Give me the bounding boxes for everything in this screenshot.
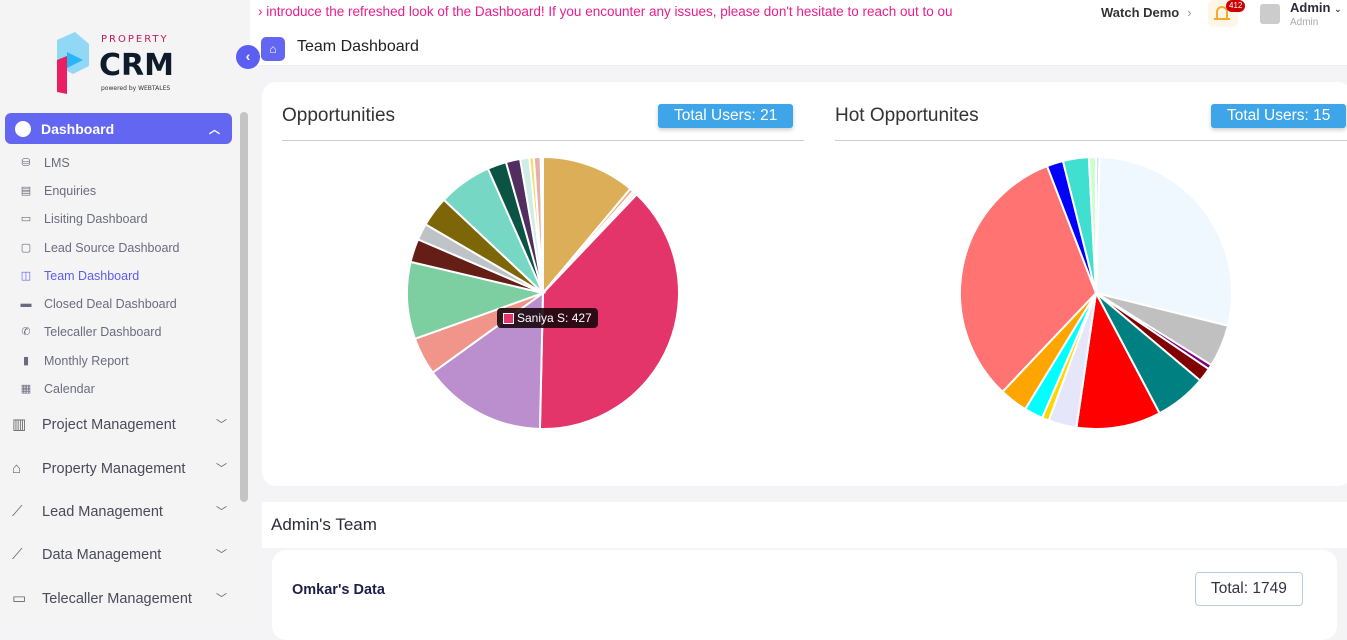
sidebar-item-listing-dashboard[interactable]: ▭ Lisiting Dashboard — [20, 212, 148, 226]
team-member-name: Omkar's Data — [292, 582, 385, 598]
announcement-marquee: › introduce the refreshed look of the Da… — [258, 4, 953, 19]
sidebar-item-lms[interactable]: ⛁ LMS — [21, 156, 70, 170]
hot-opportunities-title: Hot Opportunites — [835, 105, 979, 126]
hot-opportunities-total-users: Total Users: 15 — [1211, 104, 1347, 128]
opportunities-pie-chart[interactable] — [405, 155, 681, 431]
sidebar-group-project-management[interactable]: ▥ Project Management ﹀ — [12, 416, 227, 433]
pie-slice[interactable] — [1087, 155, 1097, 294]
database-icon: ⛁ — [21, 157, 31, 169]
sidebar-item-lead-source-dashboard[interactable]: ▢ Lead Source Dashboard — [20, 241, 180, 255]
pie-icon — [15, 120, 31, 137]
sidebar-group-property-management[interactable]: ⌂ Property Management ﹀ — [12, 460, 227, 477]
pie-slice[interactable] — [1094, 156, 1233, 327]
chevron-down-icon: ﹀ — [216, 506, 227, 518]
phone-icon: ✆ — [21, 326, 31, 338]
monitor-icon: ▭ — [20, 213, 32, 225]
sidebar-item-team-dashboard[interactable]: ◫ Team Dashboard — [20, 269, 140, 283]
sidebar-scrollbar[interactable] — [240, 112, 248, 502]
chevron-down-icon: ﹀ — [216, 419, 227, 431]
pie-slice[interactable] — [406, 260, 547, 341]
chevron-down-icon: ⌄ — [1334, 4, 1342, 14]
chevron-down-icon: ﹀ — [216, 593, 227, 605]
chart-tooltip: Saniya S: 427 — [497, 308, 598, 328]
sidebar-group-telecaller-management[interactable]: ▭ Telecaller Management ﹀ — [12, 590, 227, 607]
hot-opportunities-pie-chart[interactable] — [958, 155, 1234, 431]
chat-icon: ▭ — [12, 590, 27, 607]
user-menu[interactable]: Admin ⌄ — [1290, 0, 1342, 15]
cast-icon: ◫ — [20, 270, 32, 282]
pie-slice[interactable] — [538, 193, 680, 430]
page-header: ⌂ Team Dashboard — [250, 30, 1347, 66]
chevron-right-icon: › — [1187, 5, 1192, 20]
sidebar-item-calendar[interactable]: ▦ Calendar — [20, 382, 95, 396]
avatar[interactable] — [1260, 4, 1280, 24]
legend-swatch — [503, 312, 514, 324]
sidebar-item-monthly-report[interactable]: ▮ Monthly Report — [20, 353, 129, 369]
user-role: Admin — [1290, 17, 1319, 28]
pie-slice[interactable] — [539, 155, 544, 294]
chevron-up-icon: ︿ — [209, 123, 220, 136]
team-member-card: Omkar's Data Total: 1749 — [272, 550, 1337, 640]
tv-icon: ▢ — [20, 242, 32, 254]
opportunities-title: Opportunities — [282, 105, 396, 126]
pie-slice[interactable] — [959, 164, 1098, 394]
team-heading: Admin's Team — [271, 515, 377, 534]
chevron-down-icon: ﹀ — [216, 549, 227, 561]
calendar-icon: ▦ — [20, 383, 32, 395]
topbar: › introduce the refreshed look of the Da… — [250, 0, 1347, 30]
chart-line-icon: ⟋ — [12, 503, 23, 520]
property-crm-logo: PROPERTY CRM powered by WEBTALES — [57, 32, 174, 94]
divider — [282, 140, 804, 141]
page-title: Team Dashboard — [297, 38, 419, 55]
watch-demo-link[interactable]: Watch Demo › — [1101, 5, 1192, 20]
sidebar-group-data-management[interactable]: ⟋ Data Management ﹀ — [12, 546, 227, 563]
collapse-sidebar-button[interactable]: ‹ — [236, 45, 260, 69]
sidebar: PROPERTY CRM powered by WEBTALES Dashboa… — [0, 0, 250, 633]
file-icon: ▤ — [20, 185, 32, 197]
house-icon: ⌂ — [12, 460, 22, 477]
divider — [835, 140, 1347, 141]
svg-text:CRM: CRM — [99, 48, 174, 83]
home-icon[interactable]: ⌂ — [261, 37, 285, 61]
pie-slice[interactable] — [1075, 289, 1161, 430]
sidebar-item-dashboard[interactable]: Dashboard ︿ — [5, 113, 232, 144]
team-section-header: Admin's Team — [262, 502, 1347, 548]
notification-badge: 412 — [1226, 0, 1246, 12]
svg-text:PROPERTY: PROPERTY — [101, 34, 169, 45]
sidebar-item-telecaller-dashboard[interactable]: ✆ Telecaller Dashboard — [21, 325, 162, 339]
chart-line-icon: ⟋ — [12, 546, 23, 563]
sidebar-item-closed-deal-dashboard[interactable]: ▬ Closed Deal Dashboard — [20, 297, 177, 311]
sidebar-item-enquiries[interactable]: ▤ Enquiries — [20, 184, 97, 198]
opportunities-total-users: Total Users: 21 — [658, 104, 794, 128]
document-icon: ▮ — [22, 355, 30, 367]
sidebar-group-lead-management[interactable]: ⟋ Lead Management ﹀ — [12, 503, 227, 520]
building-icon: ▥ — [12, 416, 27, 433]
pie-slice[interactable] — [542, 155, 632, 296]
powered-by-text: powered by WEBTALES — [101, 85, 170, 92]
desktop-icon: ▬ — [20, 298, 32, 310]
chevron-down-icon: ﹀ — [216, 463, 227, 475]
team-member-total: Total: 1749 — [1195, 572, 1303, 606]
